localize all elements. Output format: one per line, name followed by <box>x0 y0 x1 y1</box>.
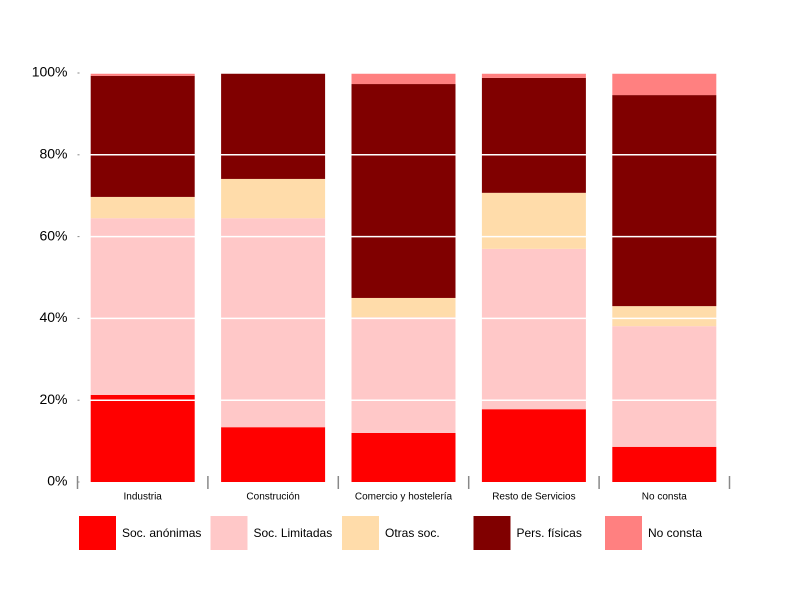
bar-segment <box>221 178 326 219</box>
x-tick-label: No consta <box>642 492 687 503</box>
x-tick-label: Construción <box>246 492 299 503</box>
bar-segment <box>612 95 717 307</box>
bar-segment <box>612 326 717 447</box>
x-tick-label: Industria <box>124 492 163 503</box>
bar-segment <box>481 73 586 78</box>
bar-segment <box>612 306 717 327</box>
bar-segment <box>481 77 586 193</box>
bar-segment <box>481 248 586 410</box>
bar-segment <box>351 432 456 482</box>
bar-segment <box>221 73 326 179</box>
legend-label: Soc. anónimas <box>122 526 201 540</box>
bar-segment <box>90 73 195 76</box>
bar-segment <box>221 218 326 428</box>
bar-segment <box>221 427 326 482</box>
bar-segment <box>351 73 456 85</box>
x-tick-label: Resto de Servicios <box>492 492 575 503</box>
legend-swatch <box>605 516 642 550</box>
y-tick-label: 80% <box>39 146 67 162</box>
y-tick-label: 40% <box>39 309 67 325</box>
legend-swatch <box>79 516 116 550</box>
bar-segment <box>90 75 195 197</box>
legend-swatch <box>342 516 379 550</box>
bar-segment <box>351 297 456 318</box>
y-tick-label: 0% <box>47 473 67 489</box>
bar-segment <box>481 192 586 249</box>
bar-segment <box>351 317 456 433</box>
bar-segment <box>612 73 717 96</box>
bar-segment <box>90 196 195 219</box>
legend-label: No consta <box>648 526 702 540</box>
legend-label: Pers. físicas <box>517 526 582 540</box>
legend-label: Otras soc. <box>385 526 440 540</box>
x-tick-label: Comercio y hostelería <box>355 492 453 503</box>
legend-swatch <box>473 516 511 550</box>
bar-segment <box>612 446 717 482</box>
y-tick-label: 100% <box>32 64 68 80</box>
bar-segment <box>90 218 195 395</box>
y-tick-label: 20% <box>39 391 67 407</box>
legend-swatch <box>210 516 248 550</box>
bar-segment <box>351 84 456 298</box>
y-tick-label: 60% <box>39 227 67 243</box>
legend-label: Soc. Limitadas <box>254 526 333 540</box>
bar-segment <box>90 394 195 482</box>
bar-segment <box>481 409 586 482</box>
